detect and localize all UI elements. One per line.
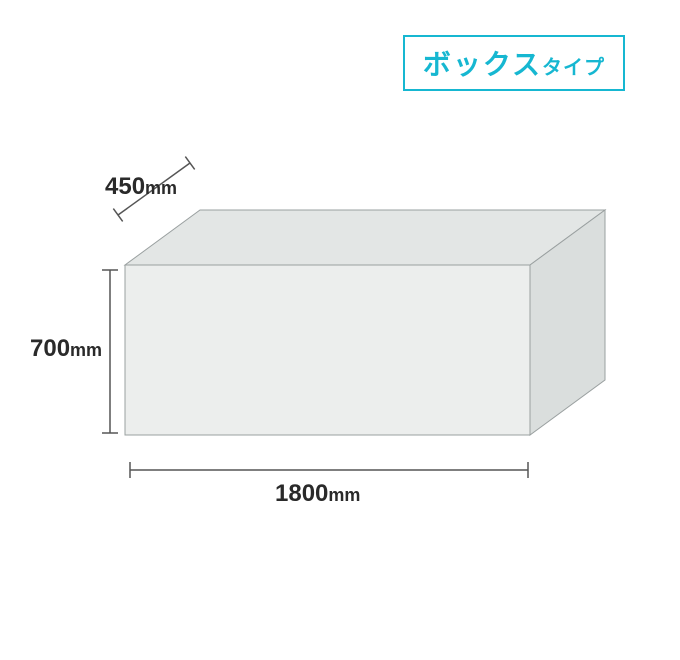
height-unit: mm [70,340,102,360]
box-top-face [125,210,605,265]
type-badge-box: ボックスタイプ [403,35,625,91]
depth-label: 450mm [105,173,177,201]
depth-unit: mm [145,178,177,198]
diagram-stage: 450mm 700mm 1800mm [30,155,650,585]
width-value: 1800 [275,480,328,507]
height-value: 700 [30,335,70,362]
width-unit: mm [328,485,360,505]
badge-text-sub: タイプ [542,57,605,79]
type-badge: ボックスタイプ [403,35,625,91]
width-label: 1800mm [275,480,360,508]
box-front-face [125,265,530,435]
depth-value: 450 [105,173,145,200]
box-diagram [30,155,650,585]
badge-text-main: ボックス [423,49,542,80]
height-label: 700mm [30,335,102,363]
